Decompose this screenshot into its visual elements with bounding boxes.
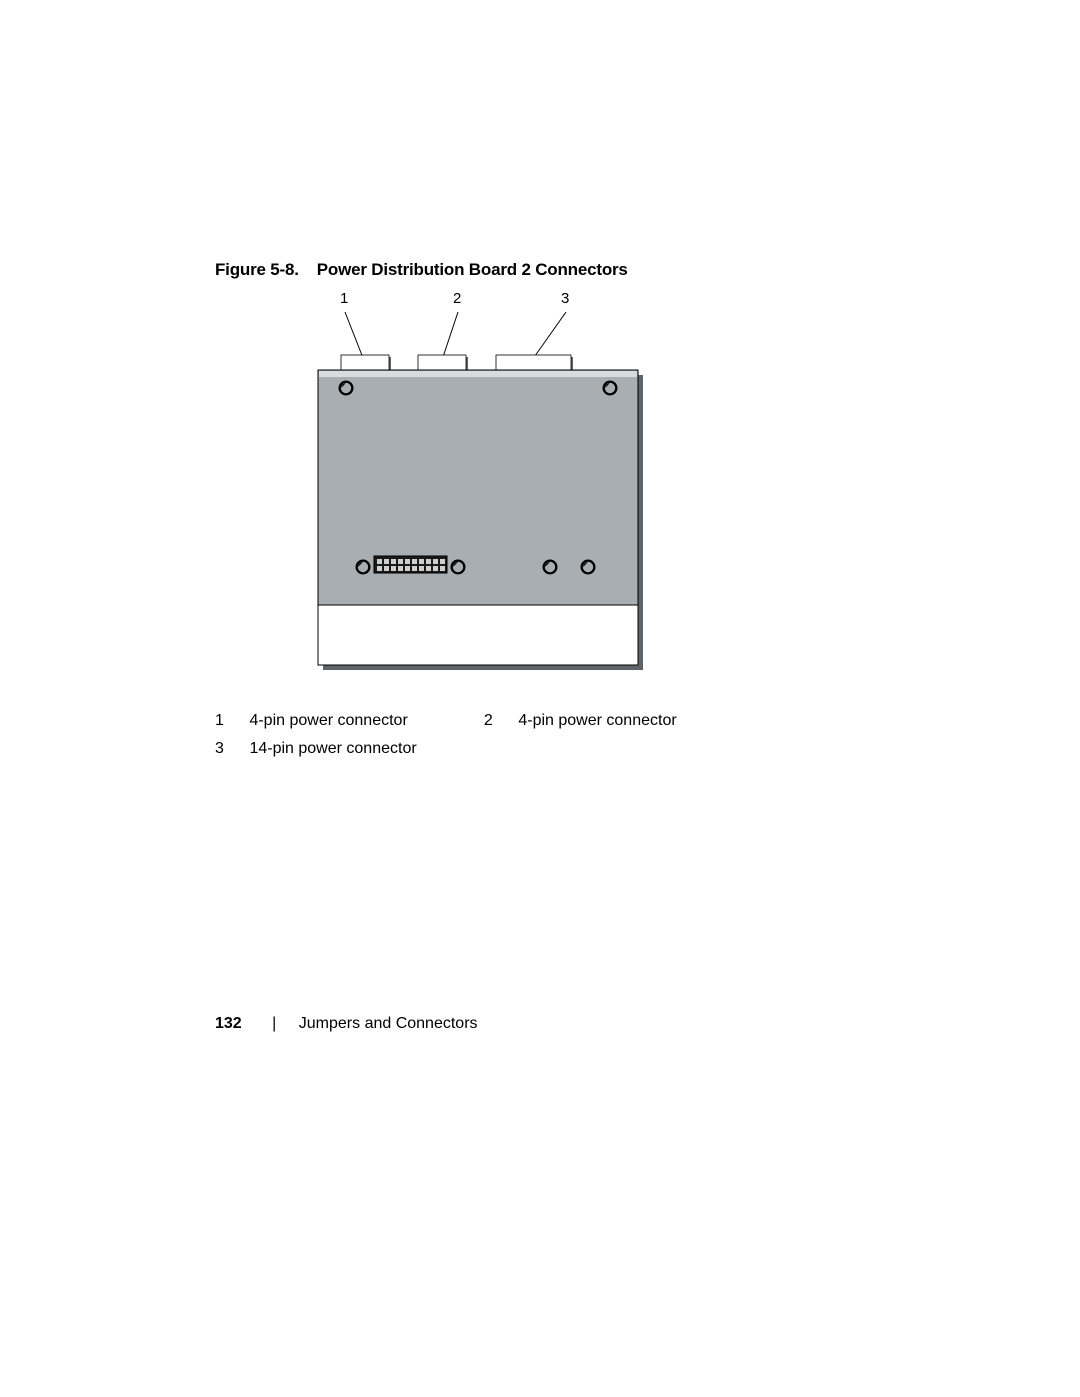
legend-text: 4-pin power connector (249, 712, 479, 730)
figure-title: Power Distribution Board 2 Connectors (317, 260, 628, 279)
legend-row: 1 4-pin power connector 2 4-pin power co… (215, 712, 748, 740)
legend-table: 1 4-pin power connector 2 4-pin power co… (215, 712, 748, 768)
callout-label-2: 2 (453, 290, 461, 307)
legend-text: 4-pin power connector (518, 712, 748, 730)
legend-num: 1 (215, 712, 245, 730)
figure-caption: Figure 5-8. Power Distribution Board 2 Co… (215, 260, 628, 280)
page-footer: 132 | Jumpers and Connectors (215, 1015, 478, 1033)
page-number: 132 (215, 1015, 242, 1033)
section-title: Jumpers and Connectors (299, 1015, 478, 1032)
board-svg (278, 290, 678, 690)
legend-row: 3 14-pin power connector (215, 740, 748, 768)
figure-number: Figure 5-8. (215, 260, 299, 279)
legend-num: 2 (484, 712, 514, 730)
callout-label-1: 1 (340, 290, 348, 307)
legend-text: 14-pin power connector (249, 740, 479, 758)
document-page: Figure 5-8. Power Distribution Board 2 Co… (0, 0, 1080, 1397)
board-diagram: 1 2 3 (278, 290, 678, 690)
footer-separator: | (272, 1015, 276, 1033)
callout-label-3: 3 (561, 290, 569, 307)
legend-num: 3 (215, 740, 245, 758)
